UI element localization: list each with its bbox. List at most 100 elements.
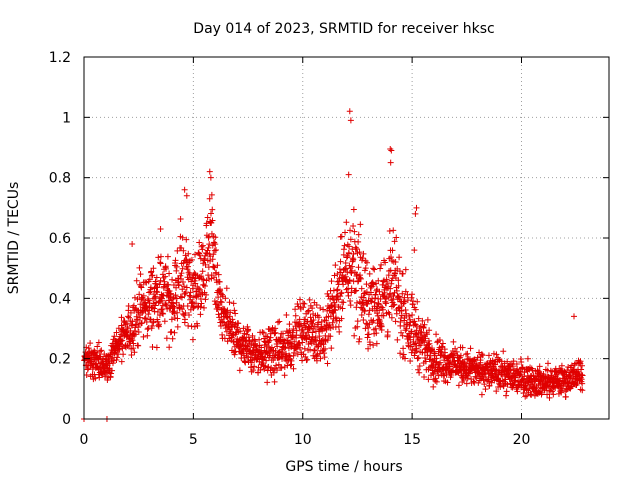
data-point	[377, 265, 384, 272]
data-point	[544, 391, 551, 398]
data-point	[340, 299, 347, 306]
data-point	[162, 300, 169, 307]
data-point	[387, 285, 394, 292]
data-point	[356, 249, 363, 256]
data-point	[137, 301, 144, 308]
data-point	[520, 390, 527, 397]
data-point	[293, 327, 300, 334]
data-point	[355, 231, 362, 238]
data-point	[320, 306, 327, 313]
data-point	[497, 384, 504, 391]
data-point	[417, 329, 424, 336]
data-point	[327, 313, 334, 320]
data-point	[125, 313, 132, 320]
data-point	[146, 300, 153, 307]
data-point	[291, 349, 298, 356]
data-point	[328, 278, 335, 285]
data-point	[207, 253, 214, 260]
data-point	[355, 338, 362, 345]
data-point	[573, 375, 580, 382]
data-point	[171, 304, 178, 311]
data-point	[321, 350, 328, 357]
data-point	[327, 333, 334, 340]
data-point	[366, 307, 373, 314]
data-point	[360, 250, 367, 257]
data-point	[179, 278, 186, 285]
data-point	[231, 351, 238, 358]
data-point	[382, 259, 389, 266]
data-point	[536, 363, 543, 370]
data-point	[412, 210, 419, 217]
data-point	[579, 380, 586, 387]
data-point	[479, 352, 486, 359]
data-point	[409, 346, 416, 353]
data-point	[154, 308, 161, 315]
data-point	[118, 358, 125, 365]
data-point	[402, 327, 409, 334]
data-point	[196, 252, 203, 259]
data-point	[287, 362, 294, 369]
data-point	[350, 250, 357, 257]
data-point	[429, 345, 436, 352]
data-point	[250, 367, 257, 374]
data-point	[416, 369, 423, 376]
data-point	[571, 313, 577, 320]
data-point	[358, 285, 365, 292]
data-point	[370, 342, 377, 349]
data-point	[202, 296, 209, 303]
data-point	[463, 380, 470, 387]
data-point	[272, 329, 279, 336]
data-point	[390, 302, 397, 309]
data-point	[262, 363, 269, 370]
data-point	[197, 303, 204, 310]
data-point	[402, 266, 409, 273]
data-point	[125, 314, 132, 321]
data-point	[525, 365, 532, 372]
data-point	[353, 299, 360, 306]
data-point	[175, 282, 182, 289]
data-point	[131, 294, 138, 301]
data-point	[351, 228, 358, 235]
data-point	[271, 378, 278, 385]
data-point	[558, 387, 565, 394]
data-point	[166, 288, 173, 295]
data-point	[437, 359, 444, 366]
data-point	[493, 351, 500, 358]
data-point	[450, 338, 457, 345]
y-tick-label: 1	[62, 110, 71, 126]
data-point	[148, 268, 155, 275]
data-point	[402, 307, 409, 314]
data-point	[235, 320, 242, 327]
data-point	[183, 284, 190, 291]
data-point	[172, 257, 179, 264]
data-point	[350, 206, 357, 213]
data-point	[135, 342, 142, 349]
data-point	[174, 323, 181, 330]
data-point	[565, 363, 572, 370]
data-point	[187, 289, 194, 296]
data-point	[167, 291, 174, 298]
data-point	[342, 229, 349, 236]
data-point	[344, 253, 351, 260]
data-point	[149, 343, 156, 350]
data-point	[217, 287, 224, 294]
data-point	[140, 292, 147, 299]
data-point	[202, 261, 209, 268]
data-point	[366, 270, 373, 277]
data-point	[411, 352, 418, 359]
data-point	[155, 322, 162, 329]
data-point	[467, 345, 474, 352]
data-point	[412, 340, 419, 347]
data-point	[237, 328, 244, 335]
data-point	[206, 195, 213, 202]
data-point	[407, 319, 414, 326]
data-point	[209, 206, 216, 213]
data-point	[410, 298, 417, 305]
data-point	[103, 369, 110, 376]
data-point	[559, 385, 566, 392]
data-point	[388, 147, 395, 154]
data-point	[160, 274, 167, 281]
data-point	[395, 277, 402, 284]
data-point	[115, 325, 122, 332]
data-point	[135, 324, 142, 331]
